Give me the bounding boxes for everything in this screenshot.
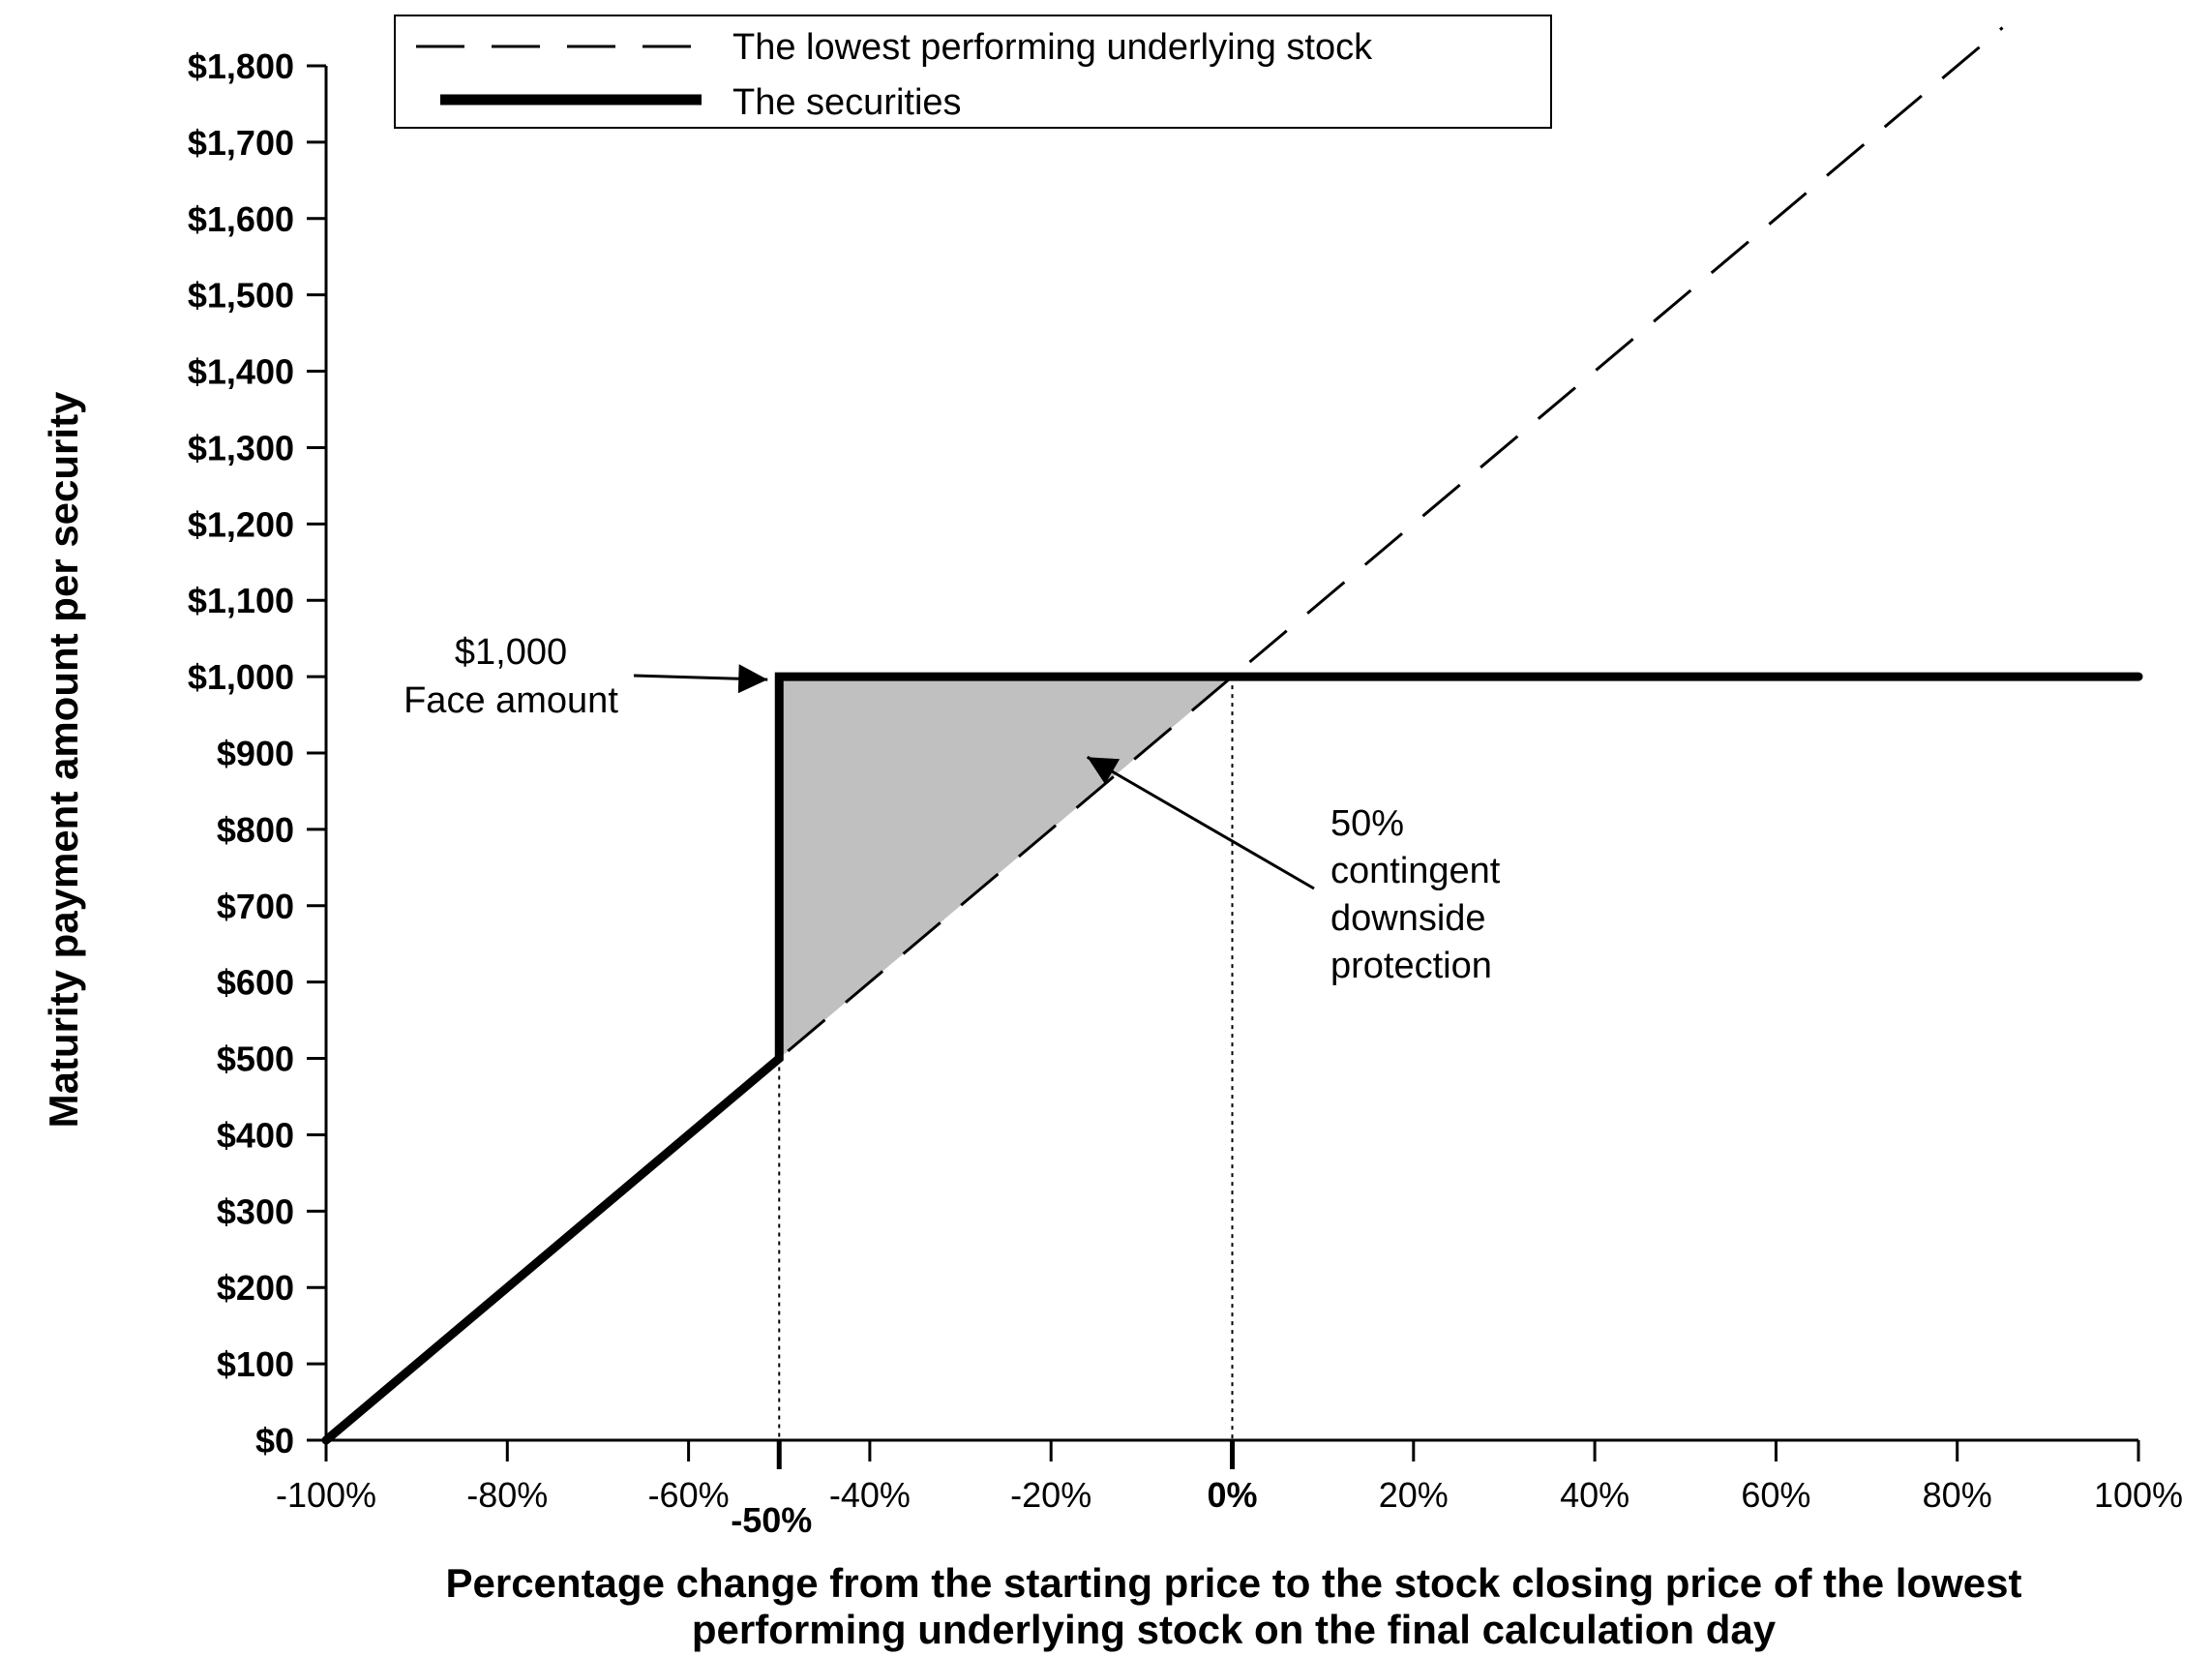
x-tick-label-3: -40%	[829, 1475, 911, 1515]
x-tick-label-1: -80%	[466, 1475, 548, 1515]
y-tick-label-12: $1,200	[188, 504, 294, 544]
annotations-layer: $1,000 Face amount 50% contingent downside pr…	[404, 632, 1501, 986]
x-axis-title-line-1: Percentage change from the starting pric…	[445, 1560, 2021, 1606]
series-line-securities	[321, 672, 2143, 1445]
y-tick-label-13: $1,300	[188, 428, 294, 467]
x-tick-label-7: 40%	[1560, 1475, 1629, 1515]
series-line-stock	[325, 26, 2004, 1442]
annotation-protection-line-1: 50%	[1330, 803, 1404, 844]
y-tick-label-0: $0	[255, 1421, 294, 1461]
x-tick-label-9: 80%	[1923, 1475, 1992, 1515]
y-tick-label-14: $1,400	[188, 352, 294, 392]
x-axis-title-line-2: performing underlying stock on the final…	[692, 1607, 1777, 1652]
x-tick-label-5: 0%	[1207, 1475, 1257, 1515]
x-tick-label-6: 20%	[1379, 1475, 1449, 1515]
series-layer	[321, 26, 2143, 1445]
y-tick-label-17: $1,700	[188, 123, 294, 163]
reference-lines-layer	[778, 677, 1234, 1440]
y-tick-label-1: $100	[217, 1344, 294, 1384]
y-tick-label-16: $1,600	[188, 199, 294, 239]
y-axis-title: Maturity payment amount per security	[41, 391, 86, 1128]
axes-layer: $0 $100 $200 $300 $400 $500 $600 $700 $800 $900 $1…	[188, 46, 2183, 1540]
y-tick-label-18: $1,800	[188, 46, 294, 86]
y-tick-label-7: $700	[217, 887, 294, 926]
y-tick-label-6: $600	[217, 963, 294, 1003]
y-tick-label-5: $500	[217, 1039, 294, 1079]
y-tick-label-4: $400	[217, 1115, 294, 1155]
annotation-face-line-2: Face amount	[404, 680, 618, 721]
annotation-protection-line-2: contingent	[1330, 851, 1501, 891]
legend: The lowest performing underlying stock T…	[394, 15, 1552, 129]
legend-label-stock: The lowest performing underlying stock	[732, 27, 1373, 68]
annotation-face-line-1: $1,000	[455, 632, 567, 673]
x-tick-label-10: 100%	[2094, 1475, 2183, 1515]
legend-box	[394, 15, 1552, 129]
y-tick-label-9: $900	[217, 734, 294, 773]
x-tick-label-minus-50: -50%	[731, 1500, 812, 1540]
annotation-face-arrow	[633, 664, 768, 694]
x-tick-label-4: -20%	[1010, 1475, 1091, 1515]
y-tick-label-8: $800	[217, 810, 294, 850]
y-tick-label-11: $1,100	[188, 581, 294, 620]
annotation-protection-line-3: downside	[1330, 898, 1486, 939]
x-tick-label-8: 60%	[1741, 1475, 1810, 1515]
y-tick-label-10: $1,000	[188, 657, 294, 697]
annotation-protection-arrow	[1086, 755, 1315, 890]
legend-label-securities: The securities	[732, 82, 962, 123]
x-tick-label-0: -100%	[276, 1475, 376, 1515]
y-tick-label-3: $300	[217, 1191, 294, 1231]
x-tick-label-2: -60%	[648, 1475, 730, 1515]
y-tick-label-2: $200	[217, 1268, 294, 1308]
annotation-protection-line-4: protection	[1330, 946, 1492, 986]
y-tick-label-15: $1,500	[188, 276, 294, 316]
